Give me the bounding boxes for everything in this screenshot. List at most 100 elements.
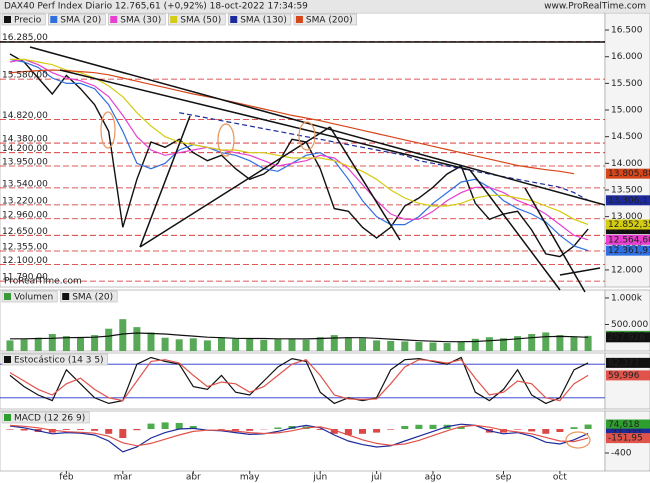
series-line [179,112,589,201]
value-badge [606,433,650,444]
bar [387,340,395,351]
legend-swatch [4,16,11,23]
level-label: 12.355,00 [2,243,48,253]
bar [6,429,14,430]
value-badge [606,357,650,368]
trendline [29,46,606,206]
bar [429,342,437,351]
legend-box [1,290,58,303]
bar [62,429,70,430]
legend-item: SMA (30) [108,13,166,26]
bar [91,335,99,351]
value-badge-label: 13.306,17 [608,196,650,206]
legend-box [59,290,118,303]
bar [359,429,366,434]
bar [218,337,225,351]
value-badge-label: 82,377 [608,358,640,368]
legend-box [108,13,166,26]
value-badge [606,332,650,343]
bar [77,429,84,430]
y-tick-label: 16.000 [611,52,643,62]
trendline [469,169,561,291]
legend-label: SMA (200) [306,16,353,26]
legend-label: SMA (20) [60,16,101,26]
bar [570,427,578,429]
bar [288,338,296,351]
bar [133,327,141,351]
bar [77,337,84,351]
legend-item: Volumen [1,290,58,303]
bar [34,337,42,351]
bar [457,341,465,351]
legend-item: SMA (20) [48,13,106,26]
legend-item: MACD (12 26 9) [1,411,90,424]
value-badge-label: 74,618 [608,420,640,430]
value-badge-label: 12.564,60 [608,235,650,245]
bar [344,429,352,435]
bar [542,332,550,351]
legend-label: SMA (20) [72,293,113,303]
series-line [9,424,589,447]
bar [330,429,338,434]
trendlines [0,41,606,293]
legend-item: SMA (200) [293,13,357,26]
overlay: 16.285,00 15.580,00 14.820,00 14.380,0014.2… [1,13,650,444]
legend-item: Estocástico (14 3 5) [1,353,108,366]
legend-box [1,13,46,26]
legend-label: Volumen [14,293,53,303]
value-badge-label: 12.361,91 [608,246,650,256]
bar [133,429,141,431]
y-tick-label: -400 [611,449,632,459]
trendline [559,267,601,276]
level-label: 13.950,00 [2,157,48,167]
bar [189,338,197,351]
legend-label: SMA (130) [240,16,287,26]
bar [105,429,113,434]
x-tick-label: sep [496,473,512,483]
series-line [10,332,589,343]
value-badge [606,219,650,230]
bar [274,339,282,351]
legend-item: SMA (130) [227,13,292,26]
bar [415,424,423,429]
legend-item: Precio [1,13,46,26]
bar [203,340,211,351]
bar [175,339,183,351]
series-line [9,423,589,453]
series-line [10,58,589,226]
legend-item: SMA (50) [167,13,226,26]
level-label: 12.650,00 [2,227,48,237]
bar [528,429,536,432]
bar [147,423,155,429]
bar [415,341,423,351]
bar [232,338,240,351]
value-badge-label: 257.926 [608,333,645,343]
y-tick-label: 12.000 [611,265,643,275]
trendline [59,69,471,171]
bar [401,426,409,429]
value-badge [606,370,650,381]
legend-item: SMA (20) [59,290,118,303]
level-label: 15.580,00 [2,71,48,81]
x-tick-label: mar [114,473,132,483]
bar [443,343,451,351]
value-badge-label: 13.805,88 [608,169,650,179]
legend-swatch [230,16,238,23]
y-tick-label: 16.500 [611,26,643,36]
bar [514,429,522,430]
legend-swatch [62,293,70,300]
legend-swatch [4,356,11,363]
legend-swatch [110,16,118,23]
x-tick-label: ago [425,473,442,483]
header-site: www.ProRealTime.com [544,2,646,12]
value-badge-label: 12.765,61 [608,225,650,235]
bar [105,328,113,351]
legend-swatch [295,16,303,23]
legend-box [167,13,226,26]
bar [542,429,550,434]
legend-box [1,411,90,424]
bar [20,339,28,351]
bar [302,339,310,351]
bar [189,426,197,429]
